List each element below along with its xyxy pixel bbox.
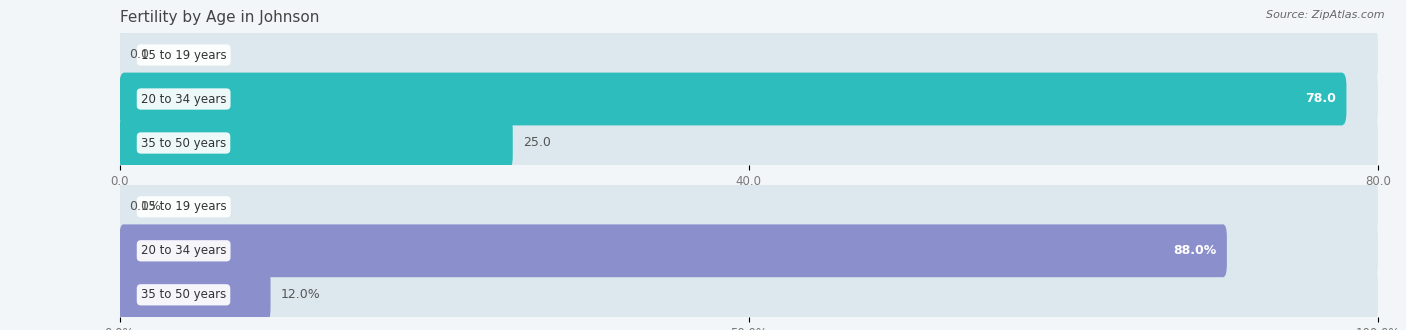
Text: 15 to 19 years: 15 to 19 years xyxy=(141,49,226,61)
FancyBboxPatch shape xyxy=(120,73,1378,125)
Text: 35 to 50 years: 35 to 50 years xyxy=(141,288,226,301)
FancyBboxPatch shape xyxy=(120,268,1378,321)
FancyBboxPatch shape xyxy=(120,116,513,169)
FancyBboxPatch shape xyxy=(120,224,1227,277)
Text: 20 to 34 years: 20 to 34 years xyxy=(141,244,226,257)
Text: Fertility by Age in Johnson: Fertility by Age in Johnson xyxy=(120,10,319,25)
Text: 12.0%: 12.0% xyxy=(281,288,321,301)
Text: 25.0: 25.0 xyxy=(523,137,551,149)
FancyBboxPatch shape xyxy=(120,73,1347,125)
Text: 35 to 50 years: 35 to 50 years xyxy=(141,137,226,149)
Text: 0.0%: 0.0% xyxy=(129,200,162,213)
FancyBboxPatch shape xyxy=(120,29,1378,82)
Text: Source: ZipAtlas.com: Source: ZipAtlas.com xyxy=(1267,10,1385,20)
Text: 20 to 34 years: 20 to 34 years xyxy=(141,92,226,106)
Text: 88.0%: 88.0% xyxy=(1174,244,1216,257)
FancyBboxPatch shape xyxy=(120,224,1378,277)
FancyBboxPatch shape xyxy=(120,181,1378,233)
FancyBboxPatch shape xyxy=(120,268,270,321)
Text: 0.0: 0.0 xyxy=(129,49,149,61)
Text: 78.0: 78.0 xyxy=(1306,92,1336,106)
Text: 15 to 19 years: 15 to 19 years xyxy=(141,200,226,213)
FancyBboxPatch shape xyxy=(120,116,1378,169)
